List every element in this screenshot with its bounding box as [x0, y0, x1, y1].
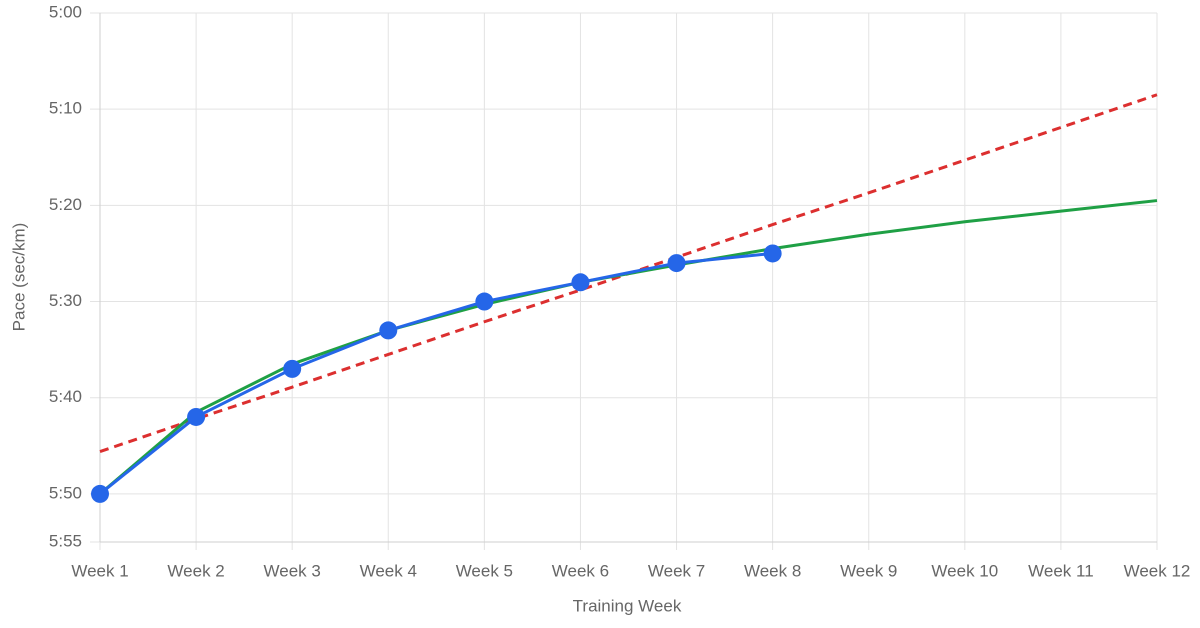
data-point [187, 407, 206, 426]
data-point [763, 244, 782, 263]
x-tick-label: Week 12 [1124, 561, 1191, 580]
x-tick-label: Week 6 [552, 561, 609, 580]
series-line [99, 251, 773, 496]
x-tick-label: Week 1 [71, 561, 128, 580]
y-tick-label: 5:50 [49, 483, 82, 502]
y-tick-label: 5:55 [49, 531, 82, 550]
y-tick-label: 5:40 [49, 387, 82, 406]
y-axis-label: Pace (sec/km) [9, 223, 28, 332]
data-point [667, 254, 686, 273]
data-point [379, 321, 398, 340]
x-tick-label: Week 2 [167, 561, 224, 580]
y-tick-label: 5:00 [49, 2, 82, 21]
data-point [571, 273, 590, 292]
x-tick-label: Week 10 [931, 561, 998, 580]
data-point [91, 484, 109, 503]
x-tick-label: Week 3 [264, 561, 321, 580]
y-tick-label: 5:20 [49, 195, 82, 214]
series-line [99, 199, 1158, 496]
x-tick-label: Week 7 [648, 561, 705, 580]
x-axis-label: Training Week [573, 596, 682, 615]
x-tick-label: Week 9 [840, 561, 897, 580]
x-tick-label: Week 8 [744, 561, 801, 580]
x-tick-label: Week 5 [456, 561, 513, 580]
y-tick-label: 5:30 [49, 291, 82, 310]
x-tick-label: Week 4 [360, 561, 417, 580]
data-point [475, 292, 494, 311]
x-tick-label: Week 11 [1028, 561, 1094, 580]
y-tick-label: 5:10 [49, 99, 82, 118]
data-point [283, 359, 302, 378]
